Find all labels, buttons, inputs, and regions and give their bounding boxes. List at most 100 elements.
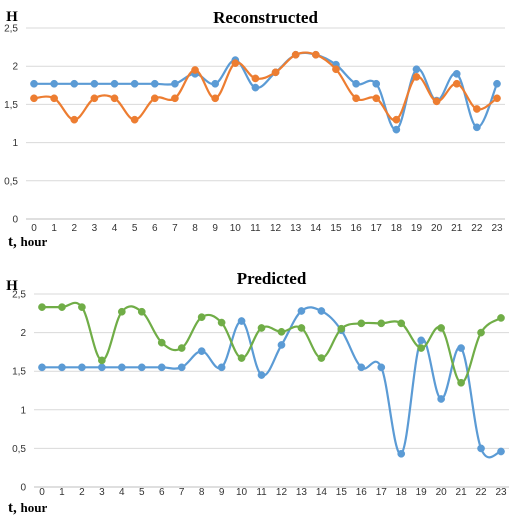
data-point-series-1 [130,79,139,88]
y-tick-label: 1,5 [12,367,26,378]
x-tick-label: 6 [152,223,158,234]
data-point-series-2 [457,378,465,387]
x-tick-label: 19 [416,487,428,498]
data-point-series-2 [38,303,46,311]
data-point-series-2 [137,307,146,316]
x-tick-label: 6 [159,487,165,498]
data-point-series-1 [457,344,465,352]
x-tick-label: 2 [71,223,77,234]
x-tick-label: 23 [495,487,507,498]
data-point-series-1 [157,363,166,372]
data-point-series-1 [437,395,445,403]
x-axis-unit: hour [21,234,48,249]
data-point-series-1 [58,363,66,372]
y-tick-label: 2 [12,62,18,73]
data-point-series-2 [30,94,38,103]
data-point-series-2 [110,94,119,103]
data-point-series-2 [473,105,481,113]
x-tick-label: 10 [236,487,248,498]
data-point-series-1 [237,317,246,325]
data-point-series-2 [98,356,106,365]
data-point-series-1 [473,123,481,132]
data-point-series-2 [377,319,386,328]
data-point-series-2 [297,324,306,332]
x-tick-label: 15 [336,487,348,498]
data-point-series-2 [452,79,461,88]
y-tick-label: 2,5 [12,290,26,301]
x-tick-label: 10 [230,223,242,234]
data-point-series-2 [392,115,401,124]
data-point-series-2 [437,324,445,332]
x-tick-label: 12 [276,487,288,498]
chart-title: Reconstructed [213,8,318,27]
data-point-series-1 [70,79,79,88]
x-axis-unit: hour [21,500,48,515]
x-tick-label: 21 [451,223,463,234]
y-axis-label: H [6,278,18,294]
x-tick-label: 8 [192,223,198,234]
data-point-series-2 [477,328,485,337]
data-point-series-2 [197,313,206,322]
data-point-series-2 [291,50,300,59]
x-tick-label: 23 [491,223,503,234]
data-point-series-1 [493,79,501,88]
data-point-series-2 [493,94,501,103]
x-tick-label: 11 [250,223,261,234]
x-tick-label: 1 [59,487,65,498]
data-point-series-1 [78,363,86,372]
data-point-series-1 [297,307,306,315]
data-point-series-2 [217,318,226,327]
data-point-series-1 [197,347,206,355]
y-tick-label: 2 [20,328,26,339]
data-point-series-2 [397,319,406,328]
data-point-series-2 [70,115,79,124]
data-point-series-2 [177,344,186,352]
data-point-series-1 [412,65,421,74]
data-point-series-1 [317,307,326,315]
data-point-series-2 [337,324,346,333]
data-point-series-1 [171,79,179,88]
x-tick-label: 4 [112,223,118,234]
data-point-series-2 [117,307,126,316]
x-tick-label: 17 [376,487,388,498]
data-point-series-1 [38,363,46,372]
data-point-series-1 [150,79,159,88]
x-tick-label: 18 [391,223,403,234]
x-tick-label: 3 [92,223,98,234]
y-tick-label: 0,5 [12,444,26,455]
x-tick-label: 21 [456,487,468,498]
data-point-series-1 [50,79,58,88]
x-tick-label: 0 [31,223,37,234]
x-tick-label: 12 [270,223,282,234]
data-point-series-2 [412,73,421,81]
x-tick-label: 20 [431,223,443,234]
y-tick-label: 1 [12,138,18,149]
x-tick-label: 14 [316,487,328,498]
x-tick-label: 4 [119,487,125,498]
y-axis-label: H [6,9,18,25]
x-tick-label: 8 [199,487,205,498]
x-tick-label: 17 [371,223,383,234]
x-tick-label: 9 [212,223,218,234]
x-tick-label: 16 [351,223,363,234]
y-tick-label: 1,5 [4,100,18,111]
data-point-series-2 [311,50,320,59]
x-tick-label: 15 [330,223,342,234]
data-point-series-2 [497,314,505,322]
x-tick-label: 19 [411,223,423,234]
data-point-series-2 [417,344,426,352]
x-tick-label: 9 [219,487,225,498]
x-tick-label: 20 [436,487,448,498]
x-tick-label: 3 [99,487,105,498]
data-point-series-2 [157,338,166,347]
data-point-series-1 [110,79,119,88]
x-axis-label: t, hour [8,234,47,250]
data-point-series-2 [90,94,99,103]
x-tick-label: 5 [132,223,138,234]
data-point-series-2 [277,327,286,336]
data-point-series-1 [357,363,366,372]
data-point-series-1 [452,69,461,78]
data-point-series-2 [237,354,246,362]
x-tick-label: 13 [296,487,308,498]
